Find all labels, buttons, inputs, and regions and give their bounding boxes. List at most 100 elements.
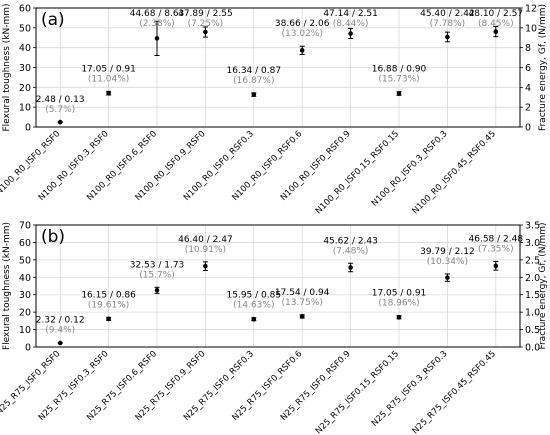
cov-label: (18.96%) (378, 299, 419, 309)
data-point (154, 36, 160, 41)
cov-label: (7.48%) (333, 246, 369, 256)
data-point (299, 48, 305, 53)
data-point (445, 34, 450, 40)
cov-label: (15.73%) (378, 75, 419, 85)
data-label: 17.05 / 0.91 (372, 289, 427, 299)
y-tick-label: 50 (19, 255, 31, 266)
y-tick-label: 40 (19, 273, 31, 284)
y2-tick-label: 8 (525, 43, 531, 54)
data-label: 2.32 / 0.12 (36, 316, 85, 326)
cov-label: (2.38%) (139, 19, 175, 29)
x-tick-label: N100_R0_ISF0.45_RSF0.45 (411, 129, 498, 216)
data-label: 38.66 / 2.06 (275, 19, 330, 29)
cov-label: (9.4%) (45, 326, 75, 336)
cov-label: (7.25%) (188, 19, 224, 29)
y-tick-label: 20 (19, 83, 31, 94)
y-tick-label: 60 (19, 4, 31, 15)
y-tick-label: 10 (19, 325, 31, 336)
y2-tick-label: 1.0 (525, 308, 540, 319)
panel-label: (b) (41, 227, 65, 247)
data-label: 46.58 / 2.48 (469, 234, 524, 244)
cov-label: (10.91%) (185, 245, 226, 255)
data-point (493, 29, 499, 34)
y-tick-label: 20 (19, 308, 31, 319)
data-label: 46.40 / 2.47 (178, 235, 233, 245)
y-tick-label: 40 (19, 43, 31, 54)
y2-tick-label: 2 (525, 103, 531, 114)
y2-tick-label: 1.5 (525, 290, 540, 301)
cov-label: (13.02%) (282, 29, 323, 39)
y2-tick-label: 0.5 (525, 325, 540, 336)
data-point (106, 90, 111, 96)
data-point (396, 91, 402, 96)
cov-label: (8.44%) (333, 19, 369, 29)
y2-tick-label: 10 (525, 23, 537, 34)
cov-label: (8.45%) (478, 19, 514, 29)
data-label: 15.95 / 0.85 (227, 291, 282, 301)
data-point (396, 314, 402, 320)
y2-axis-title: Fracture energy, Gf, (N/mm) (538, 4, 548, 131)
y-tick-label: 50 (19, 23, 31, 34)
data-point (57, 119, 63, 125)
y2-tick-label: 0 (525, 123, 531, 134)
y2-tick-label: 0.0 (525, 343, 540, 354)
data-point (251, 316, 257, 322)
y2-tick-label: 12 (525, 4, 537, 15)
x-tick-label: N25_R75_ISF0.45_RSF0.45 (411, 349, 498, 435)
cov-label: (15.7%) (139, 270, 175, 280)
y2-tick-label: 3.0 (525, 238, 540, 249)
data-point (154, 288, 160, 293)
y2-tick-label: 3.5 (525, 221, 540, 232)
y-tick-label: 0 (25, 123, 31, 134)
data-point (57, 340, 63, 346)
data-label: 32.53 / 1.73 (130, 260, 185, 270)
data-label: 45.62 / 2.43 (323, 236, 378, 246)
data-label: 45.40 / 2.42 (420, 9, 475, 19)
data-label: 2.48 / 0.13 (36, 95, 85, 105)
plot-frame (35, 224, 521, 348)
data-label: 48.10 / 2.57 (469, 9, 524, 19)
data-point (348, 265, 353, 270)
data-point (348, 31, 353, 36)
y-axis-title: Flexural toughness (kN-mm) (2, 3, 12, 131)
y2-tick-label: 6 (525, 63, 531, 74)
data-point (251, 92, 257, 97)
data-point (203, 263, 208, 269)
data-label: 16.88 / 0.90 (372, 65, 427, 75)
data-label: 16.15 / 0.86 (81, 290, 136, 300)
data-label: 16.34 / 0.87 (227, 66, 282, 76)
cov-label: (11.04%) (88, 74, 129, 84)
y-tick-label: 0 (25, 343, 31, 354)
y2-axis-title: Fracture energy, Gf, (N/mm) (538, 222, 548, 349)
y2-tick-label: 2.5 (525, 255, 540, 266)
data-label: 39.79 / 2.12 (420, 247, 475, 257)
y-tick-label: 30 (19, 63, 31, 74)
data-label: 47.14 / 2.51 (323, 9, 378, 19)
cov-label: (19.61%) (88, 300, 129, 310)
y-axis-title: Flexural toughness (kN-mm) (2, 222, 12, 350)
y-tick-label: 10 (19, 103, 31, 114)
data-label: 17.05 / 0.91 (81, 64, 136, 74)
data-label: 44.68 / 8.63 (130, 9, 185, 19)
y2-tick-label: 4 (525, 83, 531, 94)
cov-label: (16.87%) (233, 76, 274, 86)
x-tick-label: N100_R0_ISF0.15_RSF0.15 (314, 129, 401, 216)
cov-label: (5.7%) (45, 105, 75, 115)
cov-label: (7.78%) (430, 19, 466, 29)
panel-label: (a) (41, 10, 65, 30)
y2-tick-label: 2.0 (525, 273, 540, 284)
data-point (106, 316, 111, 322)
y-tick-label: 30 (19, 290, 31, 301)
y-tick-label: 70 (19, 221, 31, 232)
data-point (493, 263, 499, 269)
data-point (203, 29, 208, 35)
data-label: 17.54 / 0.94 (275, 288, 330, 298)
data-point (445, 275, 450, 280)
cov-label: (14.63%) (233, 301, 274, 311)
cov-label: (10.34%) (427, 257, 468, 267)
cov-label: (13.75%) (282, 298, 323, 308)
cov-label: (7.35%) (478, 244, 514, 254)
x-tick-label: N25_R75_ISF0.15_RSF0.15 (314, 349, 401, 435)
y-tick-label: 60 (19, 238, 31, 249)
